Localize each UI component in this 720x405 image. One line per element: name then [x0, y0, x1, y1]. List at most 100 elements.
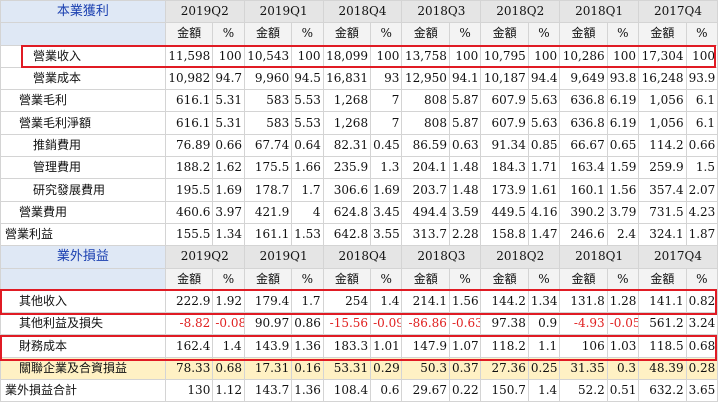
amount-cell: -86.86 — [401, 312, 450, 336]
percent-cell: 93 — [370, 66, 403, 91]
amount-cell: 118.5 — [638, 334, 687, 358]
row-label: 財務成本 — [0, 334, 166, 358]
amount-cell: 9,960 — [243, 66, 293, 91]
amount-cell: 254 — [322, 289, 372, 314]
percent-cell: 3.97 — [212, 200, 245, 224]
percent-cell: 1.71 — [527, 156, 561, 180]
percent-cell: 0.68 — [685, 334, 719, 358]
row-label: 營業收入 — [0, 44, 166, 68]
section-title-spacer — [0, 22, 166, 46]
amount-cell: 1,056 — [638, 111, 687, 135]
period-header-row: 業外損益 2019Q2 2019Q1 2018Q4 2018Q3 2018Q2 2018Q1… — [0, 245, 718, 269]
percent-cell: 1.4 — [527, 379, 561, 403]
subheader-row: 金額% 金額% 金額% 金額% 金額% 金額% 金額% — [0, 22, 719, 46]
percent-cell: 1.56 — [606, 178, 640, 202]
percent-cell: 0.51 — [606, 379, 640, 403]
percent-cell: 6.19 — [606, 111, 640, 135]
percent-cell: 1.12 — [212, 379, 245, 403]
percent-cell: -0.63 — [448, 312, 482, 336]
percent-cell: 1.61 — [527, 178, 561, 202]
amount-cell: 31.35 — [559, 356, 608, 381]
amount-cell: 130 — [164, 379, 214, 403]
amount-cell: 636.8 — [559, 111, 608, 135]
amount-cell: 306.6 — [322, 178, 372, 202]
amount-cell: 150.7 — [480, 379, 529, 403]
percent-cell: 5.31 — [212, 89, 245, 113]
table-row: 營業收入 11,598 100 10,543 100 18,099 100 13,758 100… — [0, 44, 719, 68]
amount-header: 金額 — [243, 22, 293, 46]
percent-cell: 5.53 — [291, 111, 324, 135]
percent-cell: 5.53 — [291, 89, 324, 113]
percent-cell: 6.19 — [606, 89, 640, 113]
percent-cell: 5.63 — [527, 89, 561, 113]
period-label: 2018Q1 — [559, 245, 640, 269]
amount-cell: 9,649 — [559, 66, 608, 91]
percent-cell: 94.7 — [212, 66, 245, 91]
percent-cell: 0.3 — [606, 356, 640, 381]
percent-cell: 100 — [291, 44, 324, 68]
amount-cell: 17,304 — [638, 44, 687, 68]
percent-cell: 94.5 — [291, 66, 324, 91]
period-label: 2018Q4 — [322, 245, 403, 269]
row-label: 管理費用 — [0, 156, 166, 180]
amount-cell: 178.7 — [243, 178, 293, 202]
percent-cell: 5.63 — [527, 111, 561, 135]
percent-header: % — [448, 22, 482, 46]
amount-cell: 76.89 — [164, 133, 214, 158]
amount-header: 金額 — [322, 267, 372, 291]
percent-cell: 1.28 — [606, 289, 640, 314]
amount-cell: 163.4 — [559, 156, 608, 180]
percent-cell: 5.87 — [448, 89, 482, 113]
percent-cell: 1.69 — [212, 178, 245, 202]
amount-cell: 390.2 — [559, 200, 608, 224]
percent-cell: 5.31 — [212, 111, 245, 135]
percent-cell: 0.9 — [527, 312, 561, 336]
percent-header: % — [370, 22, 403, 46]
percent-cell: 3.55 — [370, 222, 403, 247]
percent-cell: 1.1 — [527, 334, 561, 358]
period-label: 2019Q2 — [164, 245, 245, 269]
amount-cell: -4.93 — [559, 312, 608, 336]
percent-cell: 0.64 — [291, 133, 324, 158]
percent-cell: 0.28 — [685, 356, 719, 381]
amount-cell: 1,056 — [638, 89, 687, 113]
amount-cell: 161.1 — [243, 222, 293, 247]
amount-cell: 16,831 — [322, 66, 372, 91]
amount-cell: 235.9 — [322, 156, 372, 180]
percent-cell: 100 — [448, 44, 482, 68]
amount-cell: 118.2 — [480, 334, 529, 358]
amount-cell: 1,268 — [322, 89, 372, 113]
table-row: 財務成本 162.4 1.4 143.9 1.36 183.3 1.01 147.9 1.07 1… — [0, 334, 719, 358]
percent-cell: 3.79 — [606, 200, 640, 224]
amount-cell: 78.33 — [164, 356, 214, 381]
amount-cell: 203.7 — [401, 178, 450, 202]
row-label: 推銷費用 — [0, 133, 166, 158]
amount-cell: 494.4 — [401, 200, 450, 224]
percent-cell: 6.1 — [685, 111, 719, 135]
percent-cell: 100 — [606, 44, 640, 68]
amount-cell: 53.31 — [322, 356, 372, 381]
amount-cell: 86.59 — [401, 133, 450, 158]
subheader-row: 金額% 金額% 金額% 金額% 金額% 金額% 金額% — [0, 267, 719, 291]
amount-cell: 52.2 — [559, 379, 608, 403]
percent-cell: 1.56 — [448, 289, 482, 314]
amount-cell: 97.38 — [480, 312, 529, 336]
amount-cell: 173.9 — [480, 178, 529, 202]
amount-cell: 10,187 — [480, 66, 529, 91]
amount-cell: 143.9 — [243, 334, 293, 358]
percent-cell: 0.22 — [448, 379, 482, 403]
percent-header: % — [527, 22, 561, 46]
amount-cell: 162.4 — [164, 334, 214, 358]
percent-cell: 93.8 — [606, 66, 640, 91]
percent-header: % — [291, 22, 324, 46]
table-row: 營業利益 155.5 1.34 161.1 1.53 642.8 3.55 313.7 2.28… — [0, 222, 719, 247]
amount-cell: 421.9 — [243, 200, 293, 224]
percent-cell: 0.6 — [370, 379, 403, 403]
amount-header: 金額 — [401, 267, 450, 291]
amount-cell: 616.1 — [164, 89, 214, 113]
percent-cell: 0.85 — [527, 133, 561, 158]
period-label: 2018Q4 — [322, 0, 403, 24]
percent-cell: 4.16 — [527, 200, 561, 224]
percent-cell: 1.36 — [291, 379, 324, 403]
percent-cell: 1.7 — [291, 178, 324, 202]
